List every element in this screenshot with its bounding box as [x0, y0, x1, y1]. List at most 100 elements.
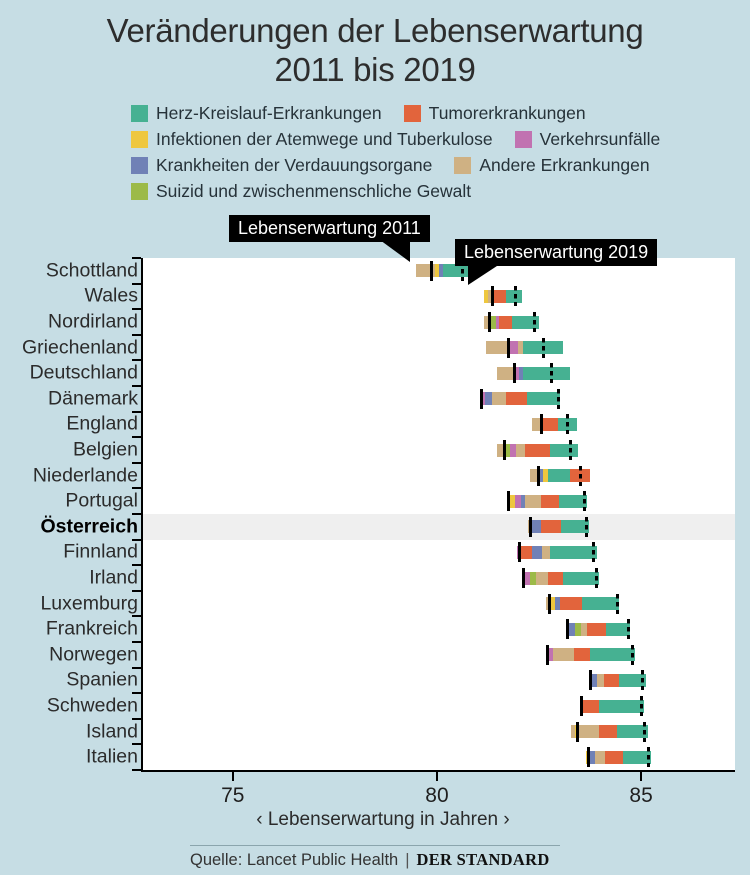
- le2011-marker: [522, 568, 526, 588]
- segment-verdau: [588, 750, 595, 764]
- country-label-13: Irland: [89, 566, 138, 589]
- bar-row-3: [483, 315, 540, 329]
- country-label-18: Schweden: [46, 694, 138, 717]
- legend-row: Krankheiten der Verdauungsorgane Andere E…: [131, 152, 660, 178]
- segment-herz: [581, 597, 620, 611]
- country-label-19: Island: [85, 720, 138, 743]
- le2011-marker: [576, 721, 580, 742]
- le2019-marker: [568, 440, 572, 460]
- le2011-marker: [579, 696, 583, 716]
- legend-swatch-herz: [131, 104, 148, 122]
- le2011-marker: [430, 260, 434, 281]
- bar-row-6: [480, 392, 560, 406]
- le2011-marker: [512, 363, 516, 384]
- y-axis-tick: [132, 487, 141, 490]
- segment-tumor: [519, 545, 533, 559]
- segment-herz: [605, 622, 631, 636]
- segment-herz: [527, 392, 560, 406]
- country-label-2: Wales: [84, 284, 138, 307]
- segment-infekt: [549, 597, 555, 611]
- bar-row-1: [416, 264, 475, 278]
- y-axis-tick: [132, 692, 141, 695]
- segment-tumor: [524, 443, 550, 457]
- segment-herz: [512, 315, 540, 329]
- le2019-marker: [642, 721, 646, 742]
- segment-andere: [492, 392, 506, 406]
- segment-tumor: [540, 494, 559, 508]
- y-axis-tick: [132, 410, 141, 413]
- country-label-9: Niederlande: [32, 464, 138, 487]
- segment-tumor: [560, 597, 582, 611]
- y-axis-tick: [132, 333, 141, 336]
- segment-herz: [616, 725, 648, 739]
- le2019-marker: [646, 747, 650, 768]
- segment-andere: [596, 673, 604, 687]
- x-axis-tick-label: 80: [425, 784, 449, 807]
- segment-infekt: [508, 494, 515, 508]
- segment-tumor: [505, 392, 528, 406]
- segment-herz: [598, 699, 644, 713]
- segment-verkehr: [514, 366, 519, 380]
- segment-herz: [560, 520, 589, 534]
- y-axis-tick: [132, 564, 141, 567]
- segment-tumor: [598, 725, 617, 739]
- source-divider: [190, 845, 560, 846]
- country-labels: Schottland Wales Nordirland Griechenland Deu…: [0, 258, 138, 770]
- legend-row: Infektionen der Atemwege und Tuberkulose…: [131, 126, 660, 152]
- publisher-logo: DER STANDARD: [416, 850, 550, 869]
- country-label-12: Finnland: [63, 540, 138, 563]
- segment-herz: [547, 469, 570, 483]
- legend-label: Herz-Kreislauf-Erkrankungen: [156, 102, 382, 123]
- legend-label: Infektionen der Atemwege und Tuberkulose: [156, 128, 493, 149]
- legend-item-suizid: Suizid und zwischenmenschliche Gewalt: [131, 181, 471, 202]
- segment-infekt: [574, 725, 578, 739]
- segment-herz: [562, 571, 599, 585]
- x-axis-tick-label: 75: [221, 784, 245, 807]
- segment-verdau: [532, 545, 542, 559]
- legend-item-herz: Herz-Kreislauf-Erkrankungen: [131, 103, 382, 124]
- segment-tumor: [498, 315, 513, 329]
- le2019-marker: [592, 542, 596, 563]
- segment-tumor: [573, 648, 591, 662]
- segment-tumor: [493, 289, 506, 303]
- segment-andere: [497, 443, 505, 457]
- y-axis-tick: [132, 359, 141, 362]
- segment-andere: [515, 443, 525, 457]
- legend-item-verkehr: Verkehrsunfälle: [514, 129, 660, 150]
- segment-tumor: [540, 520, 561, 534]
- y-axis-line: [141, 258, 143, 772]
- segment-verdau: [590, 673, 597, 687]
- le2011-marker: [586, 747, 590, 768]
- segment-tumor: [603, 673, 619, 687]
- legend-swatch-verkehr: [514, 130, 532, 148]
- segment-verdau: [538, 469, 544, 483]
- y-axis-tick: [132, 513, 141, 515]
- country-label-16: Norwegen: [49, 643, 138, 666]
- bar-row-18: [579, 699, 644, 713]
- bar-row-15: [565, 622, 631, 636]
- segment-tumor: [604, 750, 624, 764]
- x-axis-tick: [435, 772, 438, 781]
- country-label-1: Schottland: [45, 259, 138, 282]
- bar-row-20: [585, 750, 652, 764]
- segment-herz: [549, 443, 578, 457]
- segment-suizid: [504, 443, 510, 457]
- legend: Herz-Kreislauf-Erkrankungen Tumorerkranku…: [131, 100, 660, 204]
- source-line: Quelle: Lancet Public Health | DER STANDAR…: [190, 850, 550, 870]
- le2019-marker: [513, 286, 517, 307]
- legend-label: Tumorerkrankungen: [428, 102, 586, 123]
- segment-herz: [558, 494, 588, 508]
- y-axis-tick: [132, 385, 141, 387]
- country-label-14: Luxemburg: [40, 592, 138, 615]
- le2011-marker: [528, 516, 532, 537]
- segment-verdau: [567, 622, 575, 636]
- le2019-marker: [626, 619, 630, 640]
- segment-suizid: [574, 622, 581, 636]
- segment-herz: [443, 264, 475, 278]
- country-label-10: Portugal: [65, 489, 138, 512]
- bar-row-14: [546, 597, 620, 611]
- segment-verdau: [439, 264, 444, 278]
- segment-herz: [623, 750, 652, 764]
- legend-item-tumor: Tumorerkrankungen: [403, 102, 586, 124]
- y-axis-tick: [132, 641, 141, 643]
